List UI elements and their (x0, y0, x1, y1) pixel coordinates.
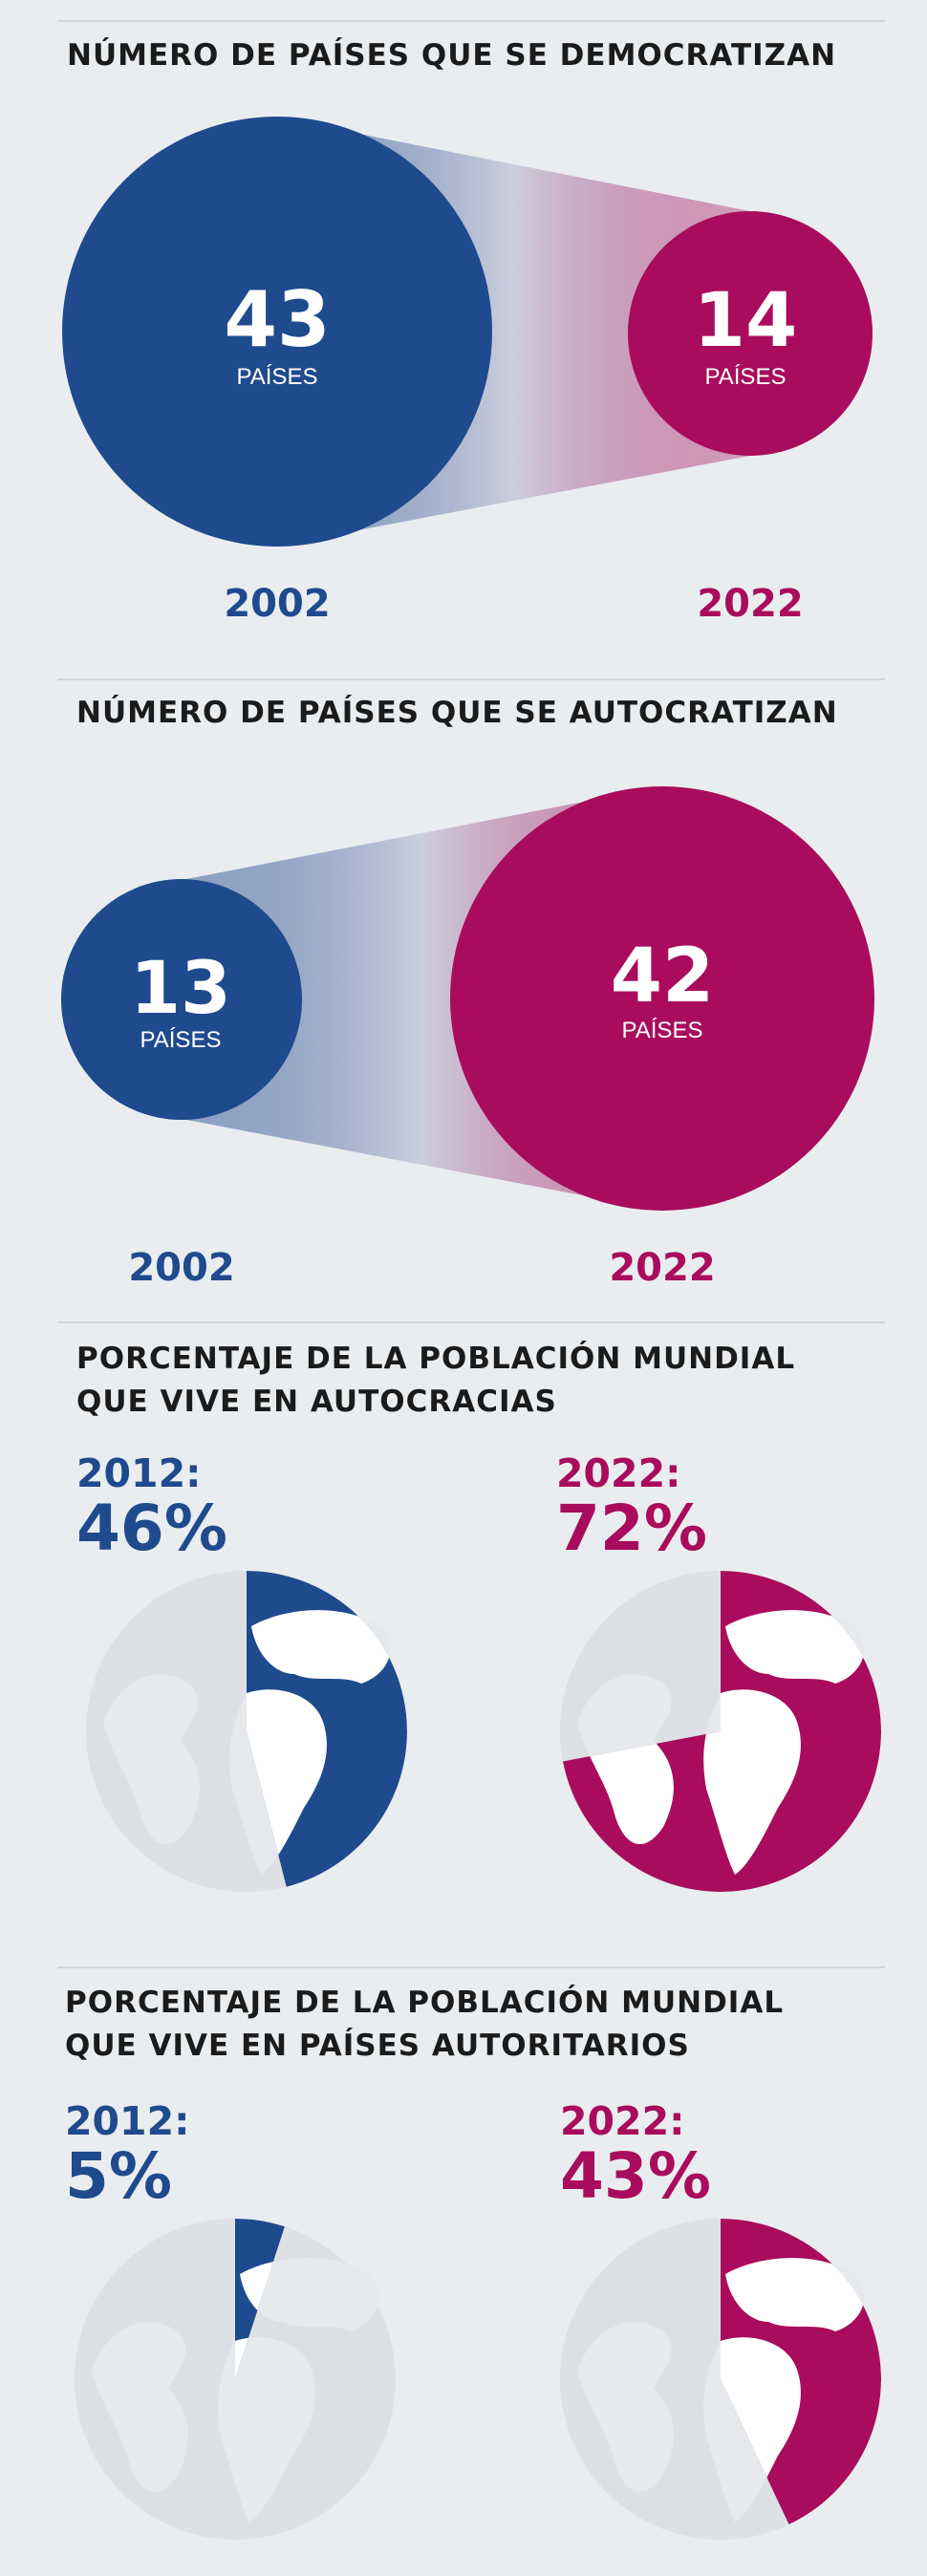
globe-land-faint (92, 2322, 188, 2493)
globe-land-faint (103, 1674, 200, 1845)
divider-top (57, 20, 885, 22)
autocracies-stat-2012: 2012: 46% (76, 1454, 227, 1560)
globe-land (703, 1689, 801, 1875)
autocratize-year-2022: 2022 (609, 1246, 715, 1290)
autocratize-value-2002: 13 (130, 945, 231, 1030)
autocratize-bubble-chart: 13 PAÍSES 42 PAÍSES 2002 2022 (61, 786, 874, 1290)
globe-land (737, 2265, 761, 2286)
democratize-unit-2002: PAÍSES (237, 364, 318, 390)
globe-land-faint (577, 2322, 674, 2493)
authoritarian-percent-2012: 5% (65, 2139, 173, 2213)
autocratize-value-2022: 42 (611, 934, 715, 1020)
divider-autocratize (57, 678, 885, 680)
authoritarian-globe-2022 (560, 2219, 881, 2540)
authoritarian-stat-2022: 2022: 43% (560, 2102, 711, 2208)
autocracies-globe-2012 (86, 1571, 407, 1892)
authoritarian-year-2022: 2022: (560, 2098, 685, 2144)
globe-land (737, 1617, 761, 1638)
democratize-year-2022: 2022 (697, 582, 803, 626)
democratize-value-2002: 43 (224, 275, 330, 364)
divider-autocracies (57, 1321, 885, 1323)
globe-value-wedge (721, 2219, 881, 2525)
authoritarian-stat-2012: 2012: 5% (65, 2102, 190, 2208)
autocratize-title: NÚMERO DE PAÍSES QUE SE AUTOCRATIZAN (76, 696, 838, 730)
autocracies-title-line2: QUE VIVE EN AUTOCRACIAS (76, 1385, 557, 1419)
autocracies-year-2012: 2012: (76, 1450, 202, 1496)
autocracies-title-line1: PORCENTAJE DE LA POBLACIÓN MUNDIAL (76, 1342, 796, 1376)
democratize-value-2022: 14 (694, 278, 798, 364)
globe-land-faint (218, 2337, 315, 2522)
autocracies-globe-2022 (560, 1571, 881, 1892)
globe-land (725, 2258, 865, 2331)
democratize-unit-2022: PAÍSES (705, 364, 787, 390)
globe-land-faint (240, 2258, 379, 2331)
divider-authoritarian (57, 1966, 885, 1968)
globe-land (263, 1617, 287, 1638)
democratize-bubble-2002 (62, 117, 492, 547)
democratize-bubble-chart: 43 PAÍSES 14 PAÍSES 2002 2022 (62, 117, 873, 626)
autocratize-bubble-2022 (450, 786, 874, 1211)
autocratize-bubble-2002 (61, 879, 302, 1120)
democratize-title: NÚMERO DE PAÍSES QUE SE DEMOCRATIZAN (67, 38, 837, 73)
authoritarian-percent-2022: 43% (560, 2139, 711, 2213)
autocracies-percent-2022: 72% (556, 1492, 707, 1565)
authoritarian-title-line1: PORCENTAJE DE LA POBLACIÓN MUNDIAL (65, 1986, 785, 2020)
democratize-bubble-2022 (628, 211, 873, 456)
autocratize-unit-2022: PAÍSES (622, 1018, 703, 1043)
autocratize-unit-2002: PAÍSES (140, 1027, 222, 1053)
authoritarian-year-2012: 2012: (65, 2098, 190, 2144)
autocracies-percent-2012: 46% (76, 1492, 227, 1565)
authoritarian-title-line2: QUE VIVE EN PAÍSES AUTORITARIOS (65, 2029, 690, 2063)
autocratize-year-2002: 2002 (128, 1246, 234, 1290)
autocracies-stat-2022: 2022: 72% (556, 1454, 707, 1560)
democratize-year-2002: 2002 (224, 582, 330, 626)
globe-land (251, 1610, 391, 1684)
autocracies-year-2022: 2022: (556, 1450, 681, 1496)
globe-land (725, 1610, 865, 1684)
authoritarian-globe-2012 (75, 2219, 396, 2540)
